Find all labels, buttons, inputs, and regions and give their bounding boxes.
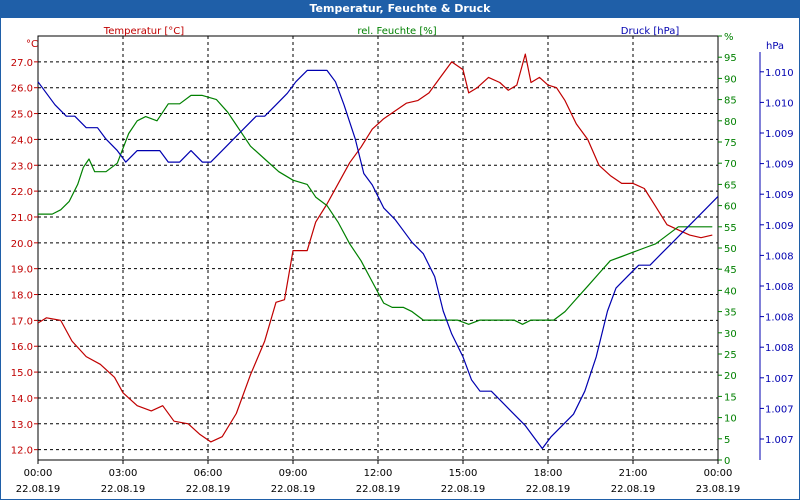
x-tick-time: 06:00 xyxy=(194,468,223,479)
left-tick-label: 24.0 xyxy=(11,135,33,146)
x-tick-date: 23.08.19 xyxy=(696,484,741,495)
legend: Temperatur [°C] rel. Feuchte [%] Druck [hP… xyxy=(103,26,680,37)
x-tick-time: 09:00 xyxy=(279,468,308,479)
right-tick-label: 15 xyxy=(724,392,737,403)
right-tick-label: 80 xyxy=(724,117,737,128)
series-group xyxy=(37,53,719,450)
right-tick-label: 60 xyxy=(724,202,737,213)
right-tick-label: 20 xyxy=(724,371,737,382)
pressure-tick-label: 1.007 xyxy=(765,435,794,446)
pressure-tick-label: 1.009 xyxy=(765,160,794,171)
left-axis-unit: °C xyxy=(26,39,38,50)
window-title: Temperatur, Feuchte & Druck xyxy=(0,0,800,18)
right-tick-label: % xyxy=(724,32,734,43)
series-line-temperature xyxy=(37,53,713,443)
right-tick-label: 45 xyxy=(724,265,737,276)
x-tick-date: 22.08.19 xyxy=(16,484,61,495)
left-tick-label: 20.0 xyxy=(11,239,33,250)
right-tick-label: 75 xyxy=(724,138,737,149)
left-tick-label: 26.0 xyxy=(11,84,33,95)
right-tick-label: 95 xyxy=(724,53,737,64)
series-line-pressure xyxy=(37,69,719,450)
x-tick-time: 12:00 xyxy=(364,468,393,479)
x-tick-date: 22.08.19 xyxy=(101,484,146,495)
left-tick-label: 23.0 xyxy=(11,161,33,172)
x-tick-time: 15:00 xyxy=(449,468,478,479)
left-tick-label: 18.0 xyxy=(11,291,33,302)
pressure-tick-label: 1.010 xyxy=(765,98,794,109)
legend-item-temperature: Temperatur [°C] xyxy=(103,26,184,37)
right-tick-label: 0 xyxy=(724,456,730,467)
left-tick-label: 21.0 xyxy=(11,213,33,224)
right-tick-label: 35 xyxy=(724,308,737,319)
right-tick-label: 55 xyxy=(724,223,737,234)
x-tick-time: 18:00 xyxy=(534,468,563,479)
x-tick-date: 22.08.19 xyxy=(271,484,316,495)
left-tick-label: 13.0 xyxy=(11,420,33,431)
right-tick-label: 50 xyxy=(724,244,737,255)
pressure-tick-label: 1.007 xyxy=(765,404,794,415)
x-tick-time: 21:00 xyxy=(619,468,648,479)
x-tick-date: 22.08.19 xyxy=(356,484,401,495)
pressure-tick-label: 1.008 xyxy=(765,282,794,293)
right-tick-label: 5 xyxy=(724,435,730,446)
left-tick-label: 14.0 xyxy=(11,394,33,405)
x-tick-date: 22.08.19 xyxy=(526,484,571,495)
left-tick-label: 15.0 xyxy=(11,368,33,379)
x-tick-date: 22.08.19 xyxy=(186,484,231,495)
grid xyxy=(37,35,719,461)
right-tick-label: 30 xyxy=(724,329,737,340)
pressure-tick-label: 1.009 xyxy=(765,190,794,201)
right-tick-label: 70 xyxy=(724,159,737,170)
left-tick-label: 17.0 xyxy=(11,316,33,327)
left-tick-label: 22.0 xyxy=(11,187,33,198)
right-tick-label: 65 xyxy=(724,180,737,191)
x-tick-date: 22.08.19 xyxy=(441,484,486,495)
left-tick-label: 12.0 xyxy=(11,446,33,457)
right-tick-label: 90 xyxy=(724,74,737,85)
pressure-tick-label: 1.009 xyxy=(765,221,794,232)
right-tick-label: 10 xyxy=(724,414,737,425)
left-tick-label: 16.0 xyxy=(11,342,33,353)
x-axis: 00:00 22.08.19 03:00 22.08.19 06:00 22.08.19 0… xyxy=(16,460,741,495)
pressure-axis-unit: hPa xyxy=(766,41,784,52)
right-tick-label: 85 xyxy=(724,96,737,107)
x-tick-time: 03:00 xyxy=(109,468,138,479)
left-tick-label: 25.0 xyxy=(11,110,33,121)
right-tick-label: 25 xyxy=(724,350,737,361)
legend-item-pressure: Druck [hPa] xyxy=(621,26,680,37)
pressure-tick-label: 1.010 xyxy=(765,68,794,79)
right-axis: 0 5 10 15 20 25 30 35 40 45 50 55 60 65 70 75 80 85 90 95% xyxy=(718,32,737,467)
pressure-tick-label: 1.008 xyxy=(765,343,794,354)
pressure-tick-label: 1.008 xyxy=(765,251,794,262)
left-axis: °C 12.0 13.0 14.0 15.0 16.0 17.0 18.0 19.0 20.0 21… xyxy=(11,39,38,457)
x-tick-time: 00:00 xyxy=(704,468,733,479)
pressure-tick-label: 1.007 xyxy=(765,374,794,385)
pressure-tick-label: 1.009 xyxy=(765,129,794,140)
x-tick-time: 00:00 xyxy=(24,468,53,479)
legend-item-humidity: rel. Feuchte [%] xyxy=(357,26,436,37)
pressure-axis: hPa 1.007 1.007 1.007 1.008 1.008 1.008 1.008 1.… xyxy=(759,41,794,460)
left-tick-label: 19.0 xyxy=(11,265,33,276)
x-tick-date: 22.08.19 xyxy=(611,484,656,495)
pressure-tick-label: 1.008 xyxy=(765,313,794,324)
series-line-humidity xyxy=(38,94,713,325)
right-tick-label: 40 xyxy=(724,286,737,297)
left-tick-label: 27.0 xyxy=(11,58,33,69)
